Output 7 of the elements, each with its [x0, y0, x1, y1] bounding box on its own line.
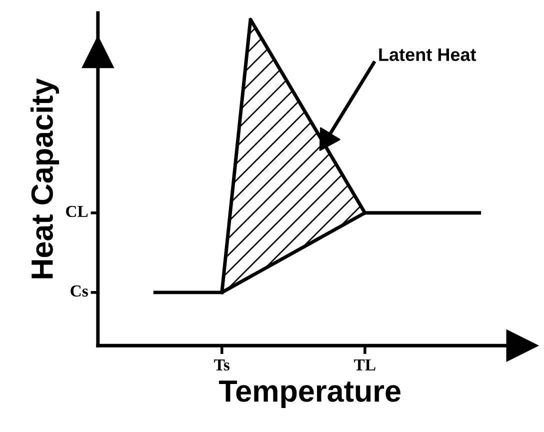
x-tick-label: TL — [354, 359, 376, 370]
text: CL — [66, 206, 88, 218]
y-axis-title: Heat Capacity — [30, 78, 60, 278]
x-tick-label: Ts — [214, 359, 230, 371]
annotation: Latent Heat — [379, 48, 476, 62]
x-axis-title: Temperature — [219, 380, 400, 408]
text: Cs — [70, 285, 88, 297]
